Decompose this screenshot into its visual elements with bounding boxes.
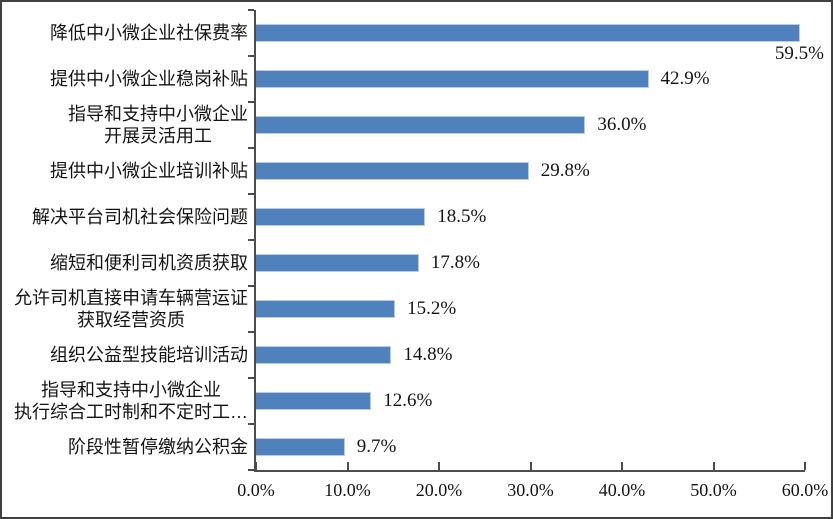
y-axis-tick (248, 239, 254, 241)
y-axis-tick (248, 147, 254, 149)
y-axis-tick (248, 9, 254, 11)
value-label: 12.6% (383, 390, 433, 411)
x-tick-label: 40.0% (598, 480, 646, 500)
bar-row: 18.5% (256, 194, 805, 240)
x-tick-label: 50.0% (690, 480, 737, 500)
category-label-line: 阶段性暂停缴纳公积金 (68, 437, 248, 457)
bar (256, 300, 396, 318)
bar-row: 15.2% (256, 286, 805, 332)
bar (256, 116, 586, 134)
value-label: 42.9% (660, 68, 710, 89)
category-label: 降低中小微企业社保费率 (50, 10, 248, 56)
category-label: 指导和支持中小微企业 执行综合工时制和不定时工… (14, 378, 248, 424)
value-label: 29.8% (540, 160, 590, 181)
bar-row: 42.9% (256, 56, 805, 102)
x-tick-label: 60.0% (781, 480, 829, 500)
value-label: 18.5% (437, 206, 487, 227)
bar (256, 438, 345, 456)
category-label-line: 降低中小微企业社保费率 (50, 23, 248, 43)
value-label: 36.0% (597, 114, 647, 135)
category-label-line: 执行综合工时制和不定时工… (14, 402, 248, 422)
category-label-line: 允许司机直接申请车辆营运证 (14, 288, 248, 308)
category-label-line: 解决平台司机社会保险问题 (32, 207, 248, 227)
bar (256, 254, 419, 272)
category-label: 指导和支持中小微企业 开展灵活用工 (68, 102, 248, 148)
x-tick-label: 0.0% (237, 480, 275, 500)
y-axis-tick (248, 423, 254, 425)
x-axis-tick (346, 462, 349, 470)
value-label: 9.7% (356, 436, 397, 457)
x-axis-tick (804, 462, 806, 470)
category-label-line: 提供中小微企业培训补贴 (50, 161, 248, 181)
bar (256, 162, 529, 180)
bar-row: 9.7% (256, 424, 805, 470)
bar-row: 12.6% (256, 378, 805, 424)
category-label: 解决平台司机社会保险问题 (32, 194, 248, 240)
value-label: 59.5% (774, 43, 824, 64)
x-tick-label: 10.0% (324, 480, 371, 500)
x-tick-label: 30.0% (507, 480, 554, 500)
category-label: 允许司机直接申请车辆营运证 获取经营资质 (14, 286, 248, 332)
y-axis-tick (248, 331, 254, 333)
y-axis-tick (248, 285, 254, 287)
bar-row: 17.8% (256, 240, 805, 286)
y-axis-tick (248, 193, 254, 195)
bar (256, 392, 372, 410)
x-tick-label: 20.0% (415, 480, 463, 500)
category-label-line: 缩短和便利司机资质获取 (50, 253, 248, 273)
y-axis-tick (248, 469, 254, 471)
plot-area: 59.5% 42.9% 36.0% 29.8% 18.5% 17.8% 15.2% 14.8%… (248, 9, 824, 472)
category-axis: 降低中小微企业社保费率 提供中小微企业稳岗补贴 指导和支持中小微企业 开展灵活用工 提供… (6, 10, 248, 470)
y-axis-tick (248, 377, 254, 379)
bar (256, 70, 649, 88)
bar-row: 29.8% (256, 148, 805, 194)
bar (256, 24, 801, 42)
value-label: 17.8% (430, 252, 480, 273)
category-label-line: 开展灵活用工 (104, 126, 212, 146)
category-label-line: 组织公益型技能培训活动 (50, 345, 248, 365)
category-label-line: 提供中小微企业稳岗补贴 (50, 69, 248, 89)
bar (256, 346, 392, 364)
x-axis-tick (529, 462, 532, 470)
x-axis-labels: 0.0% 10.0% 20.0% 30.0% 40.0% 50.0% 60.0% (237, 480, 828, 504)
category-label: 提供中小微企业培训补贴 (50, 148, 248, 194)
category-label: 组织公益型技能培训活动 (50, 332, 248, 378)
category-label-line: 获取经营资质 (77, 310, 185, 330)
y-axis-tick (248, 55, 254, 57)
x-axis-tick (438, 462, 440, 470)
bar-row: 14.8% (256, 332, 805, 378)
category-label-line: 指导和支持中小微企业 (68, 104, 248, 124)
x-axis-tick (255, 462, 257, 470)
category-label: 缩短和便利司机资质获取 (50, 240, 248, 286)
bar (256, 208, 426, 226)
bar-row: 59.5% (256, 10, 824, 64)
value-label: 15.2% (407, 298, 457, 319)
category-label: 提供中小微企业稳岗补贴 (50, 56, 248, 102)
category-label: 阶段性暂停缴纳公积金 (68, 424, 248, 470)
category-label-line: 指导和支持中小微企业 (41, 380, 221, 400)
value-label: 14.8% (403, 344, 453, 365)
x-axis-tick (712, 462, 715, 470)
x-axis-tick (621, 462, 623, 470)
y-axis-tick (248, 101, 254, 103)
bar-row: 36.0% (256, 102, 805, 148)
